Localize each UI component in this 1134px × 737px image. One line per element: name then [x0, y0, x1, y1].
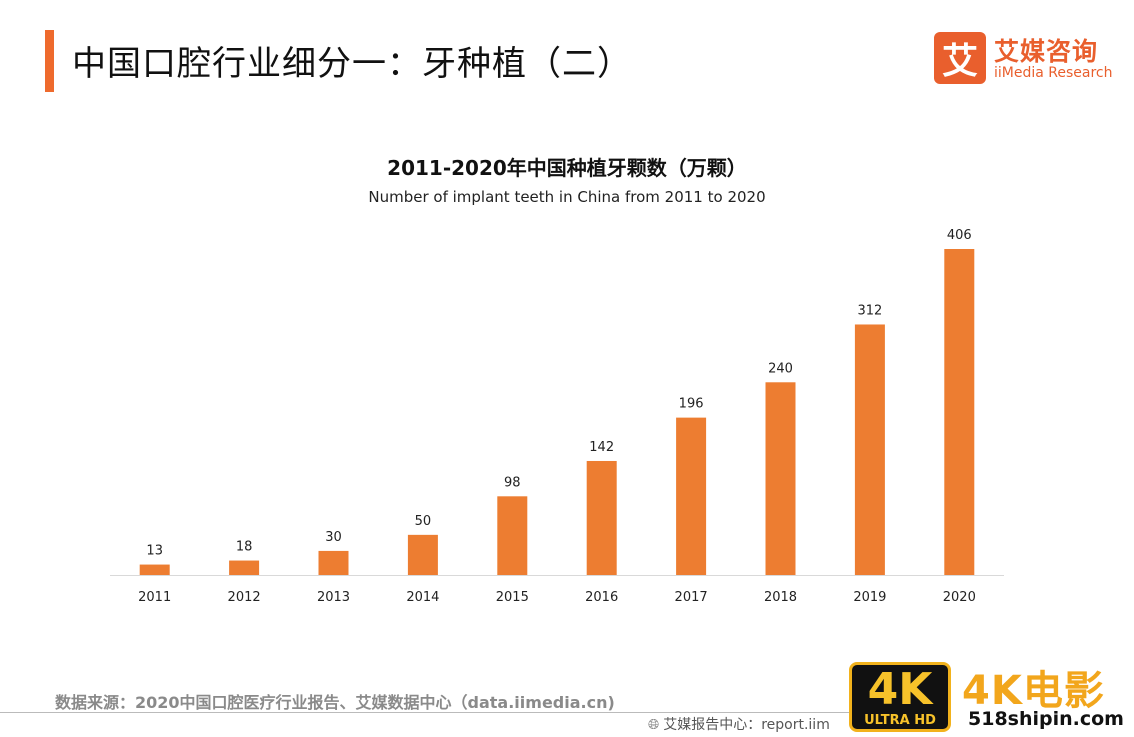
data-label-2019: 312	[857, 303, 882, 318]
chart-subtitle: Number of implant teeth in China from 20…	[368, 188, 766, 206]
x-tick-label-2017: 2017	[675, 590, 708, 605]
watermark-badge: 4K ULTRA HD	[849, 662, 951, 732]
globe-icon: 🌐︎	[648, 717, 660, 733]
data-label-2012: 18	[236, 540, 253, 555]
logo-name-en: iiMedia Research	[994, 65, 1113, 81]
bar-2019	[854, 324, 885, 575]
footer-divider	[0, 712, 850, 713]
data-label-2015: 98	[504, 475, 521, 490]
bar-2011	[139, 564, 170, 575]
bar-2015	[497, 496, 528, 575]
bar-2017	[676, 417, 707, 575]
bar-2012	[229, 560, 260, 575]
chart-title: 2011-2020年中国种植牙颗数（万颗）	[387, 156, 747, 180]
page-title: 中国口腔行业细分一：牙种植（二）	[72, 44, 632, 84]
logo-mark: 艾	[934, 32, 986, 84]
x-tick-label-2020: 2020	[943, 590, 976, 605]
footer-report-text: 艾媒报告中心：report.iim	[663, 717, 830, 733]
data-source: 数据来源：2020中国口腔医疗行业报告、艾媒数据中心（data.iimedia.…	[55, 693, 615, 712]
bar-2016	[586, 460, 617, 575]
watermark-badge-4k: 4K	[867, 664, 933, 715]
x-tick-label-2016: 2016	[585, 590, 618, 605]
logo-name-cn: 艾媒咨询	[994, 37, 1099, 66]
bar-2014	[407, 534, 438, 575]
footer-report-center: 🌐︎ 艾媒报告中心：report.iim	[648, 714, 848, 734]
x-tick-label-2019: 2019	[853, 590, 886, 605]
title-accent-bar	[45, 30, 54, 92]
bar-2018	[765, 382, 796, 575]
bar-2020	[944, 249, 975, 575]
x-tick-label-2012: 2012	[228, 590, 261, 605]
data-label-2018: 240	[768, 361, 793, 376]
watermark-text: 4K电影	[962, 668, 1105, 714]
x-tick-label-2015: 2015	[496, 590, 529, 605]
watermark-site: 518shipin.com	[968, 708, 1124, 730]
x-tick-label-2018: 2018	[764, 590, 797, 605]
data-label-2017: 196	[679, 397, 704, 412]
bar-2013	[318, 550, 349, 575]
x-tick-label-2014: 2014	[406, 590, 439, 605]
data-label-2014: 50	[415, 514, 432, 529]
data-label-2013: 30	[325, 530, 342, 545]
data-label-2016: 142	[589, 440, 614, 455]
watermark-badge-ultra: ULTRA HD	[864, 713, 936, 728]
x-tick-label-2011: 2011	[138, 590, 171, 605]
x-tick-label-2013: 2013	[317, 590, 350, 605]
data-label-2020: 406	[947, 228, 972, 243]
data-label-2011: 13	[146, 544, 163, 559]
iimedia-logo: 艾 艾媒咨询 iiMedia Research	[934, 32, 1114, 86]
